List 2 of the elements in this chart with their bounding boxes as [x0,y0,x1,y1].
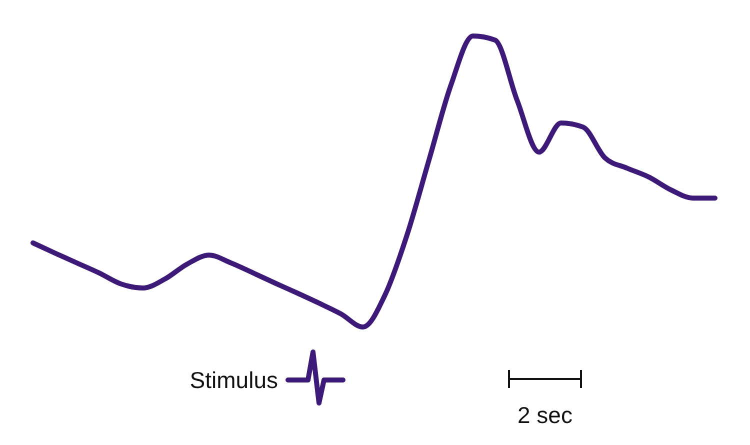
text: Stimulus [190,367,278,393]
text: 2 sec [518,402,572,428]
